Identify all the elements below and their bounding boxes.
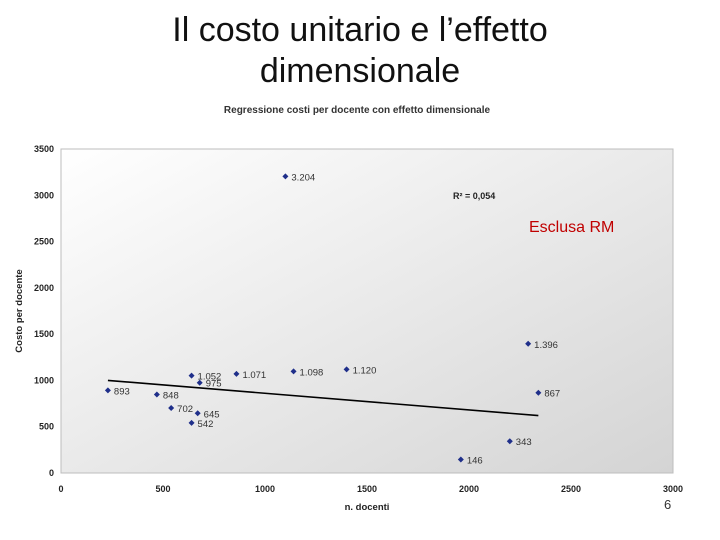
y-axis-ticks: 0 500 1000 1500 2000 2500 3000 3500 — [34, 144, 54, 478]
data-point-label: 3.204 — [291, 172, 315, 183]
x-axis-ticks: 0 500 1000 1500 2000 2500 3000 — [58, 484, 683, 494]
data-point-label: 867 — [544, 389, 560, 400]
y-tick-label: 2500 — [34, 237, 54, 247]
slide-title-line-1: Il costo unitario e l’effetto — [172, 11, 548, 49]
x-tick-label: 0 — [58, 484, 63, 494]
x-tick-label: 2500 — [561, 484, 581, 494]
data-point-marker — [104, 387, 111, 394]
data-point-marker — [525, 340, 532, 347]
data-point-marker — [153, 391, 160, 398]
data-point-label: 975 — [206, 379, 222, 390]
page-number: 6 — [664, 497, 672, 512]
data-point-marker — [196, 379, 203, 386]
chart-title: Regressione costi per docente con effett… — [224, 105, 491, 116]
x-tick-label: 1000 — [255, 484, 275, 494]
x-tick-label: 500 — [155, 484, 170, 494]
data-point-label: 542 — [198, 419, 214, 430]
data-point-label: 1.052 — [198, 372, 222, 383]
data-point-label: 702 — [177, 404, 193, 415]
y-axis-label: Costo per docente — [14, 269, 25, 352]
slide-title-line-2: dimensionale — [259, 51, 461, 90]
y-tick-label: 2000 — [34, 283, 54, 293]
data-point-marker — [282, 173, 289, 180]
x-tick-label: 1500 — [357, 484, 377, 494]
data-point-marker — [188, 419, 195, 426]
y-tick-label: 0 — [49, 468, 54, 478]
y-tick-label: 3000 — [34, 190, 54, 200]
plot-area — [60, 148, 674, 474]
annotation-esclusa-rm: Esclusa RM — [529, 219, 614, 236]
data-point-label: 1.396 — [534, 340, 558, 351]
x-axis-label: n. docenti — [345, 502, 390, 513]
data-point-marker — [194, 410, 201, 417]
data-point-marker — [168, 405, 175, 412]
r-squared-label: R² = 0,054 — [453, 191, 495, 201]
data-point-marker — [343, 366, 350, 373]
y-tick-label: 1000 — [34, 375, 54, 385]
data-point-marker — [233, 370, 240, 377]
y-tick-label: 1500 — [34, 329, 54, 339]
slide-title: Il costo unitario e l’effetto dimensiona… — [60, 10, 660, 92]
data-point-marker — [506, 438, 513, 445]
data-point-label: 645 — [204, 409, 220, 420]
x-tick-label: 2000 — [459, 484, 479, 494]
data-point-marker — [535, 389, 542, 396]
data-point-label: 1.098 — [300, 367, 324, 378]
data-point-marker — [290, 368, 297, 375]
data-point-label: 848 — [163, 390, 179, 401]
data-point-label: 1.120 — [353, 365, 377, 376]
data-point-label: 1.071 — [242, 370, 266, 381]
y-tick-label: 3500 — [34, 144, 54, 154]
data-point-label: 146 — [467, 455, 483, 466]
data-point-label: 893 — [114, 386, 130, 397]
data-point-label: 343 — [516, 437, 532, 448]
trend-line — [107, 379, 539, 417]
x-tick-label: 3000 — [663, 484, 683, 494]
data-point-marker — [457, 456, 464, 463]
y-tick-label: 500 — [39, 422, 54, 432]
data-point-marker — [188, 372, 195, 379]
